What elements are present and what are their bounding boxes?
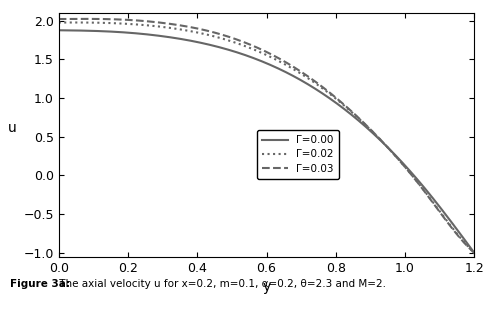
- Y-axis label: u: u: [8, 121, 17, 135]
- Text: The axial velocity u for x=0.2, m=0.1, α=0.2, θ=2.3 and M=2.: The axial velocity u for x=0.2, m=0.1, α…: [56, 279, 386, 289]
- Legend: Γ=0.00, Γ=0.02, Γ=0.03: Γ=0.00, Γ=0.02, Γ=0.03: [256, 130, 338, 179]
- Text: Figure 3a:: Figure 3a:: [10, 279, 70, 289]
- X-axis label: y: y: [262, 280, 270, 294]
